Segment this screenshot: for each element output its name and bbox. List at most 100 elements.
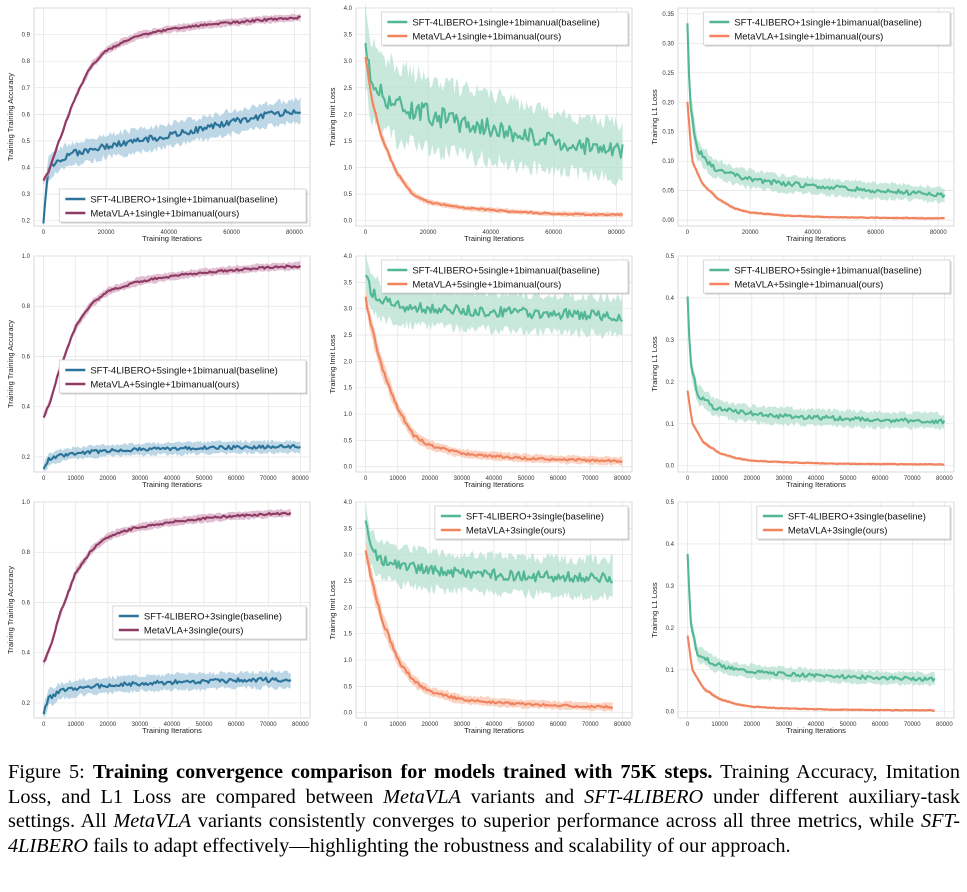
legend-box — [434, 505, 629, 540]
legend-box — [702, 11, 951, 46]
chart-r3c3: 0 10000 20000 30000 40000 50000 60000 70000 8000… — [644, 494, 966, 740]
x-tick-label: 60000 — [872, 722, 889, 728]
x-tick-label: 50000 — [196, 722, 213, 728]
chart-r1c1-svg: 0 20000 40000 60000 80000 0.2 0.3 0.4 0.5 0.6 0.7 0… — [6, 7, 311, 243]
x-tick-label: 40000 — [161, 230, 178, 236]
caption-text-4: variants consistently converges to super… — [197, 810, 915, 832]
y-tick-label: 0.5 — [344, 438, 353, 444]
x-tick-label: 40000 — [805, 230, 822, 236]
chart-r1c3: 0 20000 40000 60000 80000 0.00 0.05 0.10 0.15 0.2… — [644, 0, 966, 248]
y-tick-label: 0.3 — [666, 338, 675, 344]
legend-entry: MetaVLA+5single+1bimanual(ours) — [90, 379, 239, 390]
legend: SFT-4LIBERO+3single(baseline) MetaVLA+3si… — [756, 505, 952, 541]
baseline-series-line — [364, 274, 623, 322]
x-tick-label: 80000 — [608, 230, 625, 236]
y-tick-label: 1.0 — [22, 254, 31, 260]
legend-entry: MetaVLA+3single(ours) — [788, 525, 888, 536]
y-tick-label: 0.8 — [22, 550, 31, 556]
y-tick-label: 0.1 — [666, 422, 675, 428]
y-tick-label: 3.5 — [344, 33, 353, 39]
x-tick-label: 40000 — [164, 476, 181, 482]
x-tick-label: 60000 — [545, 230, 562, 236]
y-axis-label: Training Training Accuracy — [6, 320, 15, 408]
y-tick-label: 0.2 — [666, 626, 675, 632]
chart-r2c2-svg: 0 10000 20000 30000 40000 50000 60000 70000 8000… — [328, 250, 633, 489]
x-tick-label: 80000 — [614, 722, 631, 728]
figure-caption: Figure 5: Training convergence compariso… — [8, 760, 960, 858]
x-tick-label: 20000 — [99, 722, 116, 728]
x-tick-label: 80000 — [292, 722, 309, 728]
y-tick-label: 0.00 — [662, 218, 674, 224]
y-tick-label: 0.0 — [344, 711, 353, 717]
x-tick-label: 20000 — [99, 476, 116, 482]
y-tick-label: 0.5 — [666, 254, 675, 260]
x-tick-label: 0 — [686, 230, 690, 236]
x-tick-label: 0 — [42, 476, 46, 482]
x-tick-label: 10000 — [389, 722, 406, 728]
y-tick-label: 3.5 — [344, 280, 353, 286]
y-axis-label: Training Imit Loss — [328, 580, 337, 639]
legend-entry: MetaVLA+1single+1bimanual(ours) — [734, 31, 883, 42]
y-tick-label: 0.0 — [666, 710, 675, 716]
x-tick-label: 20000 — [743, 476, 760, 482]
x-tick-label: 40000 — [808, 722, 825, 728]
x-tick-label: 80000 — [286, 230, 303, 236]
y-axis-label: Training Imit Loss — [328, 334, 337, 393]
y-tick-label: 1.0 — [344, 166, 353, 172]
x-tick-label: 50000 — [196, 476, 213, 482]
y-tick-label: 3.0 — [344, 553, 353, 559]
legend-entry: SFT-4LIBERO+3single(baseline) — [144, 611, 282, 622]
ours-series-line — [364, 296, 623, 464]
x-tick-label: 70000 — [582, 722, 599, 728]
ours-series-line — [686, 635, 935, 712]
legend-entry: SFT-4LIBERO+5single+1bimanual(baseline) — [412, 265, 599, 276]
y-tick-label: 1.5 — [344, 632, 353, 638]
chart-r1c1: 0 20000 40000 60000 80000 0.2 0.3 0.4 0.5 0.6 0.7 0… — [0, 0, 322, 248]
y-tick-label: 0.4 — [666, 542, 675, 548]
ours-series-line — [42, 511, 292, 663]
ours-series-line — [364, 56, 624, 217]
chart-r3c1-svg: 0 10000 20000 30000 40000 50000 60000 70000 8000… — [6, 500, 311, 735]
y-tick-label: 4.0 — [344, 254, 353, 260]
y-tick-label: 1.5 — [344, 139, 353, 145]
x-tick-label: 10000 — [711, 476, 728, 482]
legend-box — [58, 359, 307, 394]
x-tick-label: 70000 — [904, 476, 921, 482]
y-tick-label: 1.0 — [22, 500, 31, 506]
legend: SFT-4LIBERO+1single+1bimanual(baseline) M… — [380, 11, 630, 47]
legend: SFT-4LIBERO+5single+1bimanual(baseline) M… — [58, 359, 308, 395]
x-tick-label: 50000 — [840, 476, 857, 482]
y-tick-label: 0.20 — [662, 100, 674, 106]
y-axis-label: Training L1 Loss — [650, 336, 659, 391]
legend-entry: SFT-4LIBERO+3single(baseline) — [466, 511, 604, 522]
y-tick-label: 0.15 — [662, 130, 674, 136]
y-axis-label: Training L1 Loss — [650, 89, 659, 144]
legend-box — [380, 11, 629, 46]
x-tick-label: 50000 — [840, 722, 857, 728]
x-axis-label: Training Iterations — [142, 726, 202, 735]
x-tick-label: 50000 — [518, 722, 535, 728]
chart-r2c3-svg: 0 10000 20000 30000 40000 50000 60000 70000 8000… — [650, 254, 955, 489]
y-tick-label: 0.5 — [344, 192, 353, 198]
legend-entry: MetaVLA+5single+1bimanual(ours) — [412, 279, 561, 290]
caption-figure-label: Figure 5: — [8, 761, 85, 783]
caption-sft-2: SFT-4LIBERO — [8, 810, 961, 857]
y-tick-label: 2.5 — [344, 579, 353, 585]
x-tick-label: 60000 — [550, 722, 567, 728]
baseline-series-line — [686, 296, 946, 425]
y-tick-label: 1.0 — [344, 658, 353, 664]
y-tick-label: 0.0 — [344, 219, 353, 225]
baseline-series-line — [686, 553, 936, 682]
x-tick-label: 60000 — [228, 722, 245, 728]
chart-r3c3-svg: 0 10000 20000 30000 40000 50000 60000 70000 8000… — [650, 500, 955, 735]
y-tick-label: 2.0 — [344, 605, 353, 611]
chart-r2c3: 0 10000 20000 30000 40000 50000 60000 70000 8000… — [644, 248, 966, 494]
x-axis-label: Training Iterations — [464, 234, 524, 243]
x-tick-label: 0 — [364, 476, 368, 482]
x-tick-label: 20000 — [98, 230, 115, 236]
y-tick-label: 0.3 — [666, 584, 675, 590]
x-tick-label: 60000 — [223, 230, 240, 236]
x-tick-label: 20000 — [420, 230, 437, 236]
y-tick-label: 2.0 — [344, 359, 353, 365]
y-tick-label: 0.1 — [666, 668, 675, 674]
